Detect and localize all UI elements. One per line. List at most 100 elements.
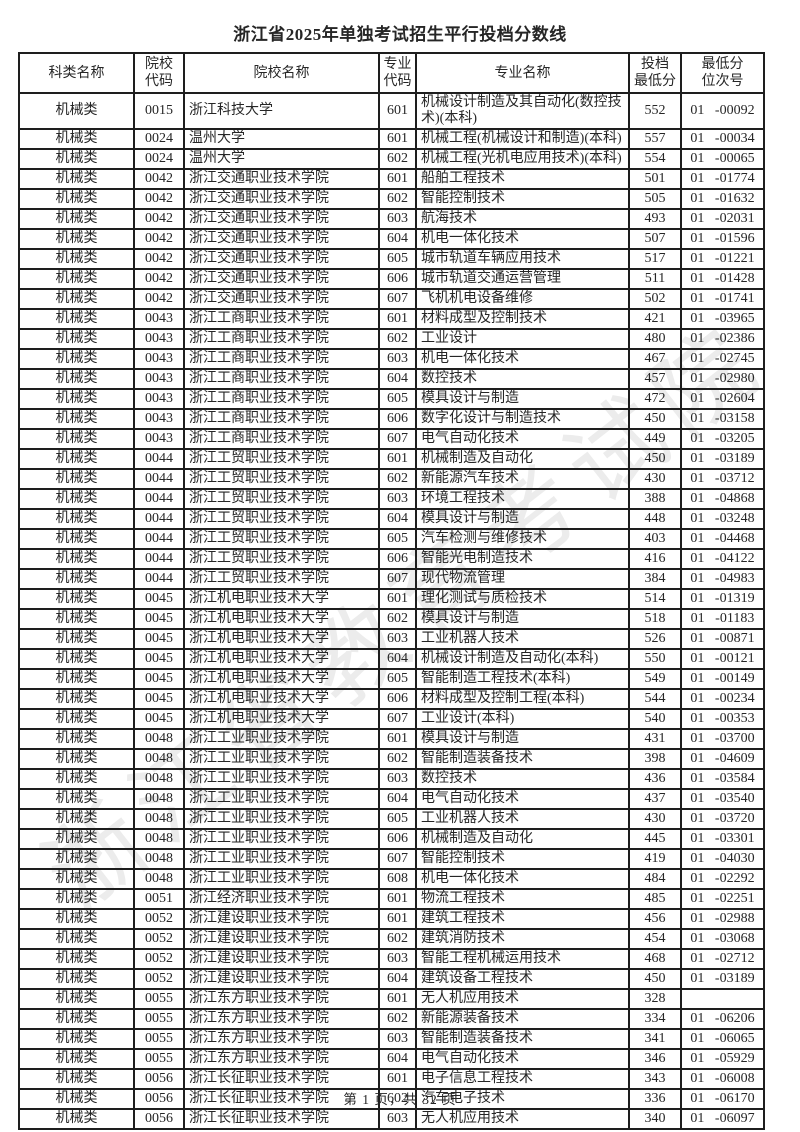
cell-college-name: 浙江交通职业技术学院 xyxy=(183,248,380,270)
cell-college-name: 浙江机电职业技术大学 xyxy=(183,668,380,690)
cell-rank-number: 01 -03700 xyxy=(680,728,765,750)
cell-rank-number: 01 -01741 xyxy=(680,288,765,310)
cell-major-code: 604 xyxy=(378,228,417,250)
cell-college-code: 0043 xyxy=(133,428,185,450)
cell-major-code: 606 xyxy=(378,408,417,430)
table-row: 机械类 0048 浙江工业职业技术学院 602 智能制造装备技术 398 01 -04609 xyxy=(18,748,765,770)
cell-category: 机械类 xyxy=(18,388,135,410)
cell-category: 机械类 xyxy=(18,748,135,770)
table-row: 机械类 0042 浙江交通职业技术学院 602 智能控制技术 505 01 -01632 xyxy=(18,188,765,210)
cell-college-code: 0048 xyxy=(133,808,185,830)
header-rank-number: 最低分 位次号 xyxy=(680,52,765,94)
cell-college-code: 0052 xyxy=(133,928,185,950)
cell-major-code: 601 xyxy=(378,888,417,910)
cell-rank-number: 01 -03720 xyxy=(680,808,765,830)
cell-major-code: 603 xyxy=(378,208,417,230)
cell-rank-number: 01 -02251 xyxy=(680,888,765,910)
cell-college-code: 0056 xyxy=(133,1088,185,1110)
cell-college-code: 0024 xyxy=(133,128,185,150)
cell-major-code: 605 xyxy=(378,668,417,690)
cell-min-score: 454 xyxy=(628,928,682,950)
table-row: 机械类 0015 浙江科技大学 601 机械设计制造及其自动化(数控技术)(本科) 552… xyxy=(18,92,765,130)
cell-college-name: 浙江工业职业技术学院 xyxy=(183,728,380,750)
cell-major-name: 工业设计(本科) xyxy=(415,708,630,730)
header-major-code: 专业 代码 xyxy=(378,52,417,94)
cell-college-name: 浙江工贸职业技术学院 xyxy=(183,568,380,590)
cell-college-name: 浙江交通职业技术学院 xyxy=(183,188,380,210)
cell-major-code: 601 xyxy=(378,128,417,150)
cell-min-score: 336 xyxy=(628,1088,682,1110)
cell-major-code: 607 xyxy=(378,568,417,590)
cell-major-name: 智能工程机械运用技术 xyxy=(415,948,630,970)
cell-category: 机械类 xyxy=(18,288,135,310)
cell-category: 机械类 xyxy=(18,1028,135,1050)
cell-category: 机械类 xyxy=(18,128,135,150)
table-row: 机械类 0024 温州大学 602 机械工程(光机电应用技术)(本科) 554 01 -00… xyxy=(18,148,765,170)
cell-rank-number: 01 -01221 xyxy=(680,248,765,270)
cell-major-name: 航海技术 xyxy=(415,208,630,230)
cell-major-code: 603 xyxy=(378,1028,417,1050)
cell-category: 机械类 xyxy=(18,588,135,610)
cell-college-code: 0052 xyxy=(133,968,185,990)
cell-major-code: 603 xyxy=(378,488,417,510)
cell-college-code: 0044 xyxy=(133,448,185,470)
cell-category: 机械类 xyxy=(18,648,135,670)
cell-major-name: 机械设计制造及其自动化(数控技术)(本科) xyxy=(415,92,630,130)
cell-major-name: 飞机机电设备维修 xyxy=(415,288,630,310)
cell-college-name: 浙江机电职业技术大学 xyxy=(183,608,380,630)
cell-category: 机械类 xyxy=(18,228,135,250)
cell-major-code: 601 xyxy=(378,308,417,330)
cell-rank-number: 01 -02031 xyxy=(680,208,765,230)
cell-rank-number: 01 -02712 xyxy=(680,948,765,970)
cell-major-code: 602 xyxy=(378,1088,417,1110)
table-row: 机械类 0044 浙江工贸职业技术学院 606 智能光电制造技术 416 01 -04122 xyxy=(18,548,765,570)
cell-major-code: 601 xyxy=(378,168,417,190)
cell-major-name: 建筑消防技术 xyxy=(415,928,630,950)
cell-rank-number: 01 -06206 xyxy=(680,1008,765,1030)
cell-college-code: 0043 xyxy=(133,388,185,410)
cell-rank-number: 01 -02988 xyxy=(680,908,765,930)
page-title: 浙江省2025年单独考试招生平行投档分数线 xyxy=(233,25,567,44)
table-row: 机械类 0048 浙江工业职业技术学院 608 机电一体化技术 484 01 -02292 xyxy=(18,868,765,890)
cell-category: 机械类 xyxy=(18,488,135,510)
cell-college-name: 浙江机电职业技术大学 xyxy=(183,588,380,610)
cell-major-name: 汽车电子技术 xyxy=(415,1088,630,1110)
cell-college-name: 浙江工贸职业技术学院 xyxy=(183,468,380,490)
cell-major-name: 机械制造及自动化 xyxy=(415,448,630,470)
cell-rank-number: 01 -06097 xyxy=(680,1108,765,1130)
cell-college-name: 浙江东方职业技术学院 xyxy=(183,988,380,1010)
cell-college-code: 0045 xyxy=(133,608,185,630)
cell-min-score: 517 xyxy=(628,248,682,270)
cell-major-code: 601 xyxy=(378,588,417,610)
table-row: 机械类 0048 浙江工业职业技术学院 604 电气自动化技术 437 01 -03540 xyxy=(18,788,765,810)
cell-major-name: 新能源装备技术 xyxy=(415,1008,630,1030)
cell-major-code: 608 xyxy=(378,868,417,890)
table-row: 机械类 0048 浙江工业职业技术学院 605 工业机器人技术 430 01 -03720 xyxy=(18,808,765,830)
cell-category: 机械类 xyxy=(18,248,135,270)
cell-college-code: 0045 xyxy=(133,668,185,690)
cell-major-name: 模具设计与制造 xyxy=(415,728,630,750)
cell-major-name: 建筑工程技术 xyxy=(415,908,630,930)
cell-major-code: 605 xyxy=(378,248,417,270)
cell-major-name: 机电一体化技术 xyxy=(415,868,630,890)
cell-major-code: 603 xyxy=(378,348,417,370)
cell-college-code: 0052 xyxy=(133,948,185,970)
cell-major-name: 数控技术 xyxy=(415,368,630,390)
table-row: 机械类 0052 浙江建设职业技术学院 602 建筑消防技术 454 01 -03068 xyxy=(18,928,765,950)
cell-rank-number: 01 -04609 xyxy=(680,748,765,770)
cell-major-name: 智能制造装备技术 xyxy=(415,748,630,770)
cell-college-code: 0055 xyxy=(133,988,185,1010)
cell-college-name: 浙江工业职业技术学院 xyxy=(183,808,380,830)
table-row: 机械类 0043 浙江工商职业技术学院 606 数字化设计与制造技术 450 01 -031… xyxy=(18,408,765,430)
cell-major-name: 智能光电制造技术 xyxy=(415,548,630,570)
cell-major-name: 城市轨道车辆应用技术 xyxy=(415,248,630,270)
cell-major-name: 电气自动化技术 xyxy=(415,1048,630,1070)
cell-major-code: 601 xyxy=(378,92,417,130)
cell-college-name: 浙江科技大学 xyxy=(183,92,380,130)
cell-rank-number: 01 -02386 xyxy=(680,328,765,350)
cell-rank-number: 01 -00234 xyxy=(680,688,765,710)
table-row: 机械类 0044 浙江工贸职业技术学院 607 现代物流管理 384 01 -04983 xyxy=(18,568,765,590)
cell-major-code: 603 xyxy=(378,1108,417,1130)
cell-min-score: 334 xyxy=(628,1008,682,1030)
cell-category: 机械类 xyxy=(18,1108,135,1130)
